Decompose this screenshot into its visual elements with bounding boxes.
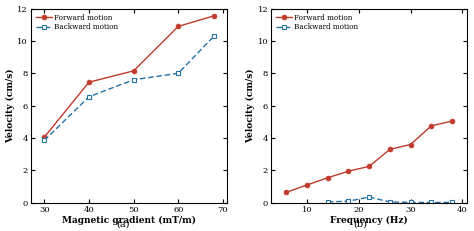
Backward motion (175, 72, 181, 75)
Y-axis label: Velocity (cm/s): Velocity (cm/s) (6, 68, 15, 143)
Backward motion (86, 95, 92, 98)
X-axis label: Magnetic gradient (mT/m): Magnetic gradient (mT/m) (62, 216, 196, 225)
Text: (b): (b) (353, 220, 367, 229)
Line: Forward motion: Forward motion (42, 13, 217, 140)
Line: Forward motion: Forward motion (284, 119, 455, 195)
Forward motion (175, 25, 181, 28)
Line: Backward motion: Backward motion (42, 34, 217, 143)
Backward motion (408, 201, 413, 204)
Backward motion (366, 196, 372, 198)
Legend: Forward motion, Backward motion: Forward motion, Backward motion (35, 12, 119, 33)
Backward motion (131, 78, 137, 81)
Forward motion (304, 184, 310, 186)
Backward motion (449, 201, 455, 204)
Backward motion (346, 200, 351, 203)
Forward motion (211, 15, 217, 17)
Forward motion (428, 125, 434, 127)
Legend: Forward motion, Backward motion: Forward motion, Backward motion (274, 12, 360, 33)
Y-axis label: Velocity (cm/s): Velocity (cm/s) (246, 68, 255, 143)
Backward motion (41, 139, 47, 142)
Forward motion (366, 165, 372, 168)
Forward motion (387, 148, 393, 151)
Forward motion (325, 176, 331, 179)
Forward motion (86, 81, 92, 84)
Text: (a): (a) (117, 220, 130, 229)
Backward motion (387, 201, 393, 203)
Forward motion (408, 143, 413, 146)
Line: Backward motion: Backward motion (325, 195, 455, 205)
Forward motion (283, 191, 289, 194)
Forward motion (131, 70, 137, 72)
X-axis label: Frequency (Hz): Frequency (Hz) (330, 216, 408, 225)
Backward motion (211, 35, 217, 37)
Backward motion (325, 201, 331, 203)
Backward motion (428, 201, 434, 204)
Forward motion (41, 136, 47, 139)
Forward motion (346, 170, 351, 173)
Forward motion (449, 120, 455, 122)
